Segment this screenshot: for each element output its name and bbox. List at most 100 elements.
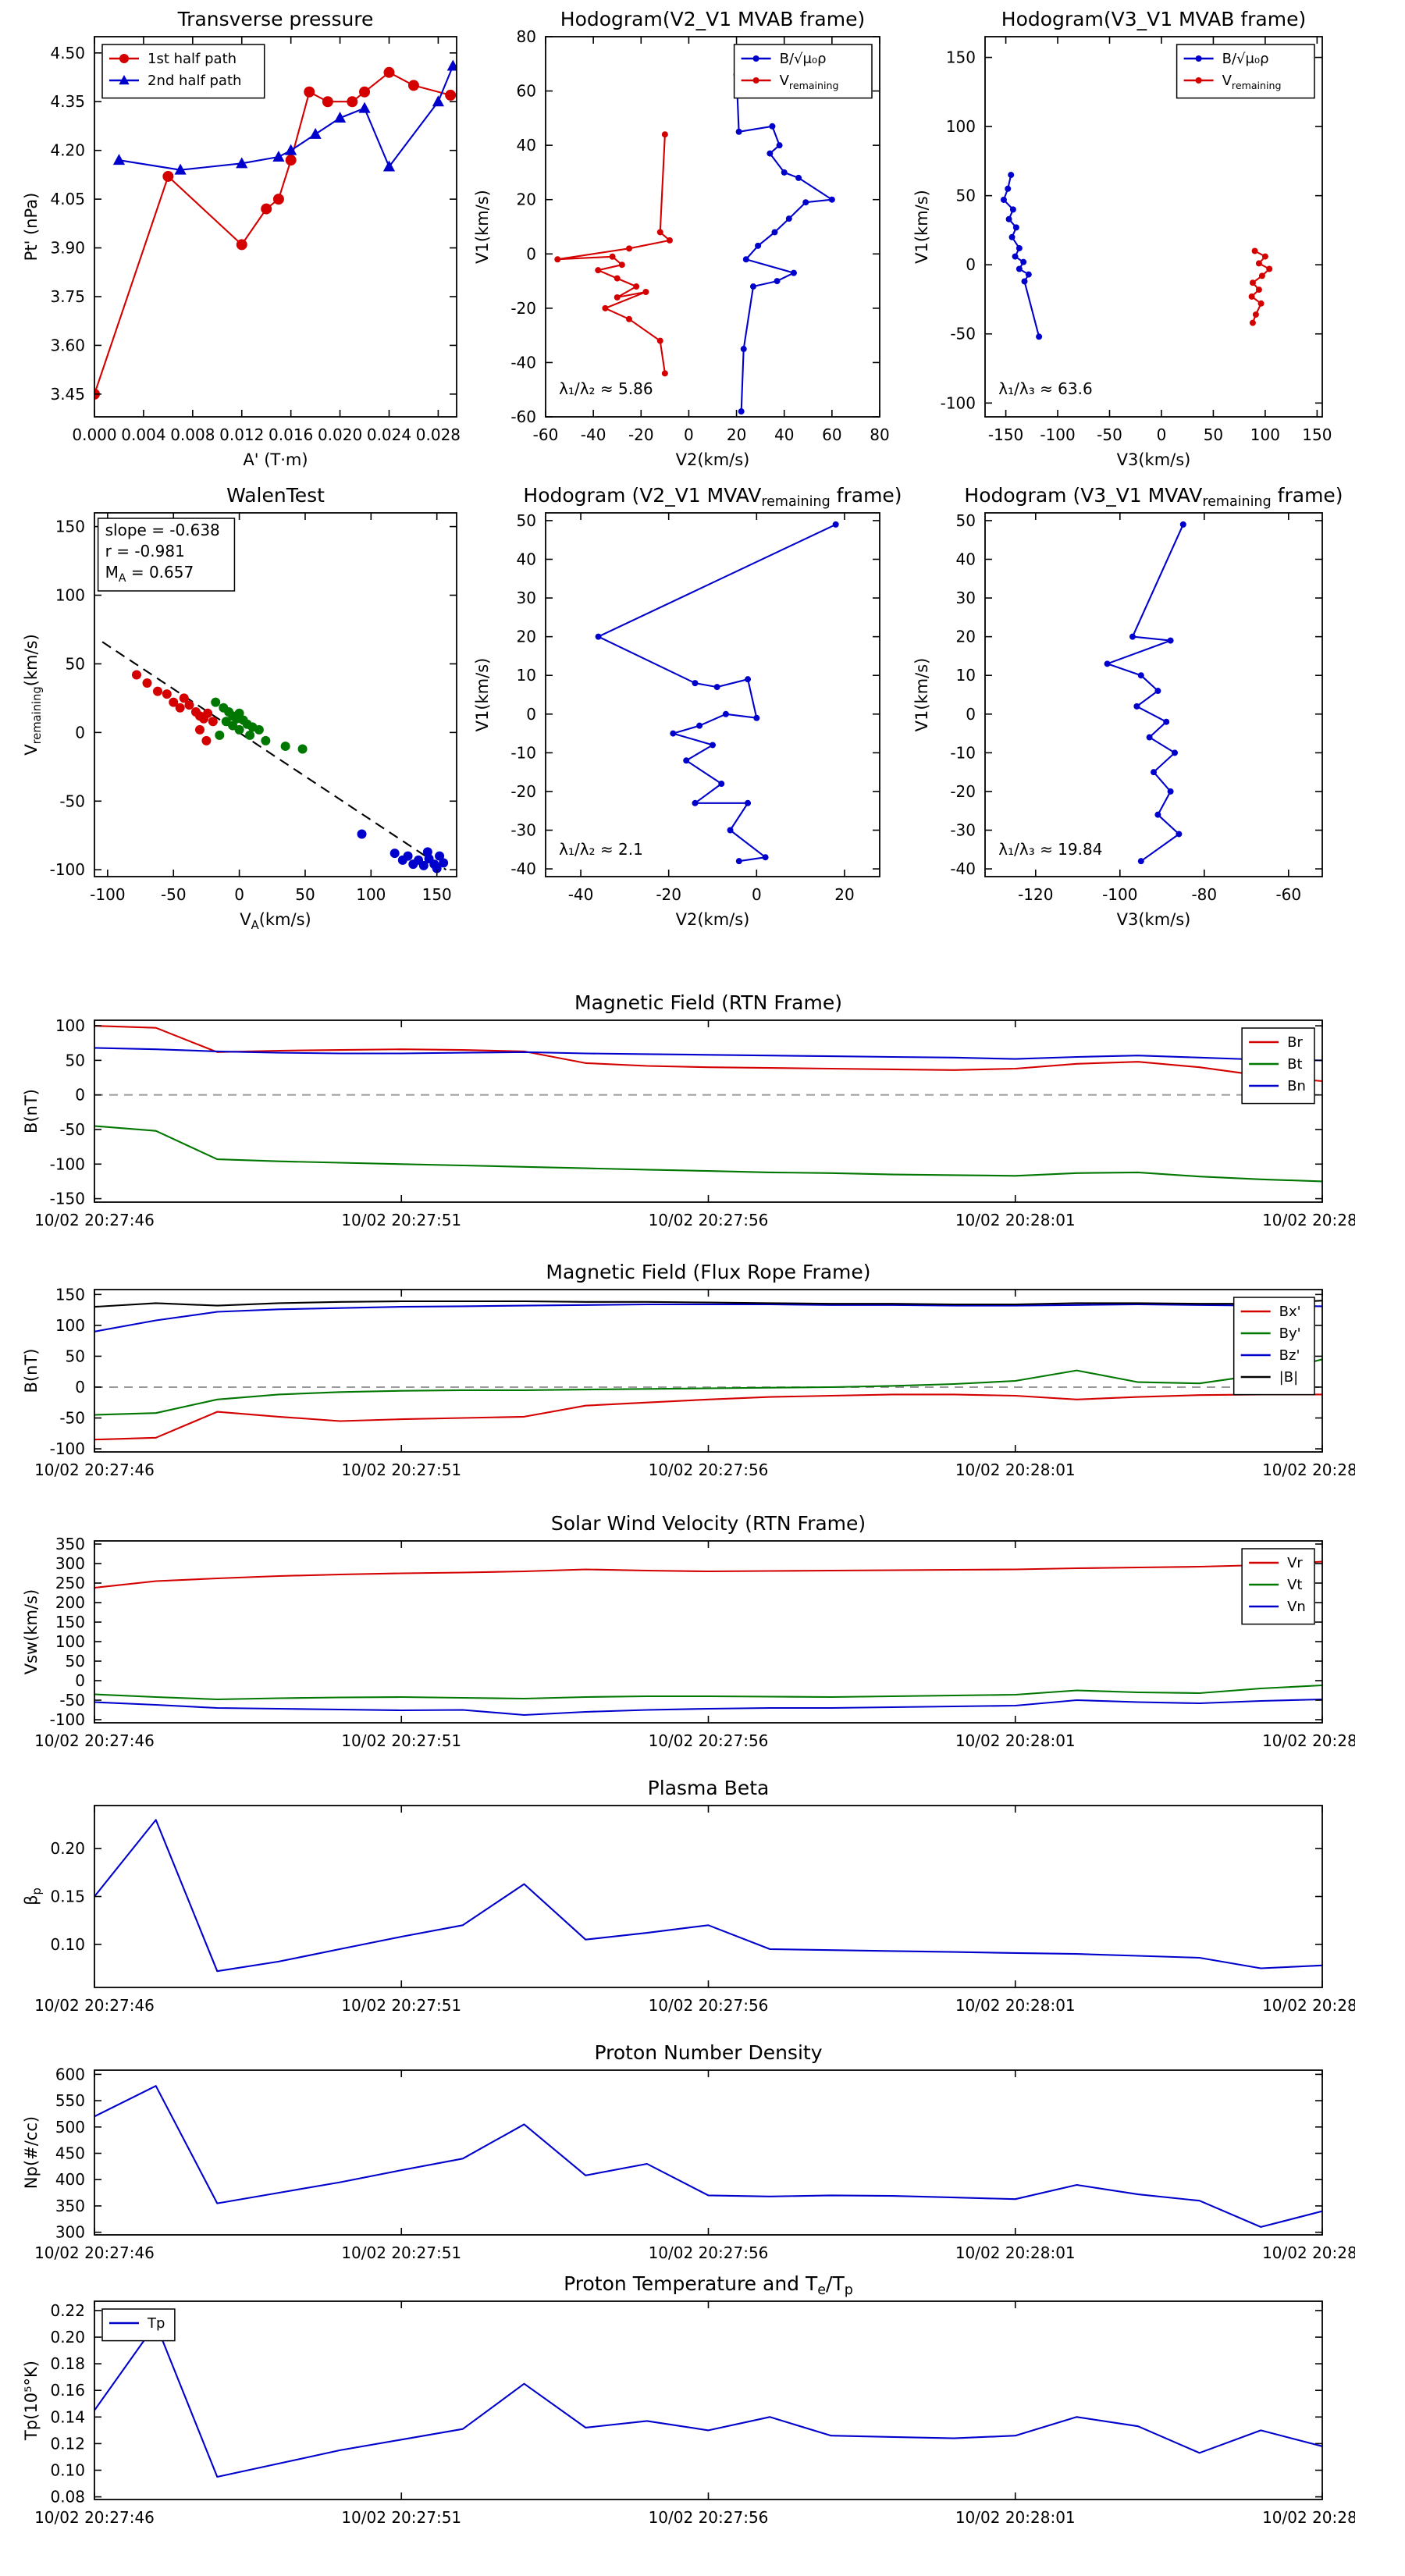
svg-text:10/02 20:27:46: 10/02 20:27:46 bbox=[34, 1461, 155, 1479]
svg-text:Bz': Bz' bbox=[1279, 1347, 1300, 1364]
chart-proton-number-density: 10/02 20:27:46 10/02 20:27:51 10/02 20:27:… bbox=[2, 2037, 1382, 2290]
svg-text:Br: Br bbox=[1287, 1034, 1303, 1051]
svg-text:V3(km/s): V3(km/s) bbox=[1117, 450, 1191, 469]
legend-box bbox=[733, 44, 873, 99]
svg-text:40: 40 bbox=[956, 550, 976, 568]
svg-text:50: 50 bbox=[66, 654, 85, 673]
chart-hodogram-v2v1-mvav: -40 -20 0 20 -40 -30 -20 -10 0 10 20 30 40 50 Hodogram… bbox=[454, 480, 912, 931]
svg-text:50: 50 bbox=[517, 511, 536, 530]
svg-text:0.016: 0.016 bbox=[269, 425, 313, 444]
svg-text:50: 50 bbox=[295, 885, 315, 904]
svg-text:-50: -50 bbox=[1097, 425, 1122, 444]
svg-text:Pt' (nPa): Pt' (nPa) bbox=[22, 193, 41, 262]
svg-text:0: 0 bbox=[1157, 425, 1167, 444]
svg-text:500: 500 bbox=[55, 2118, 85, 2137]
svg-text:0: 0 bbox=[75, 1378, 85, 1397]
svg-text:4.20: 4.20 bbox=[50, 141, 85, 160]
series-Bx-prime bbox=[94, 1393, 1322, 1441]
chart-canvas: -120 -100 -80 -60-40-30-20-1001020304050Hod… bbox=[912, 484, 1343, 929]
legend-box bbox=[1232, 1297, 1315, 1396]
svg-text:-10: -10 bbox=[510, 743, 536, 762]
svg-text:0: 0 bbox=[966, 705, 976, 724]
svg-text:10/02 20:28:06: 10/02 20:28:06 bbox=[1262, 1461, 1355, 1479]
chart-canvas: 0.000 0.004 0.008 0.012 0.016 0.020 0.024 0.028… bbox=[22, 8, 461, 469]
svg-text:600: 600 bbox=[55, 2065, 85, 2083]
svg-text:10: 10 bbox=[956, 666, 976, 685]
svg-text:-100: -100 bbox=[50, 1710, 85, 1729]
svg-text:20: 20 bbox=[517, 628, 536, 646]
svg-text:10/02 20:28:06: 10/02 20:28:06 bbox=[1262, 1996, 1355, 2015]
svg-text:0.08: 0.08 bbox=[50, 2488, 85, 2507]
svg-text:-40: -40 bbox=[950, 859, 976, 878]
svg-text:3.45: 3.45 bbox=[50, 385, 85, 404]
svg-text:150: 150 bbox=[55, 518, 85, 536]
series-Bz-prime bbox=[94, 1303, 1322, 1332]
svg-text:40: 40 bbox=[774, 425, 794, 444]
svg-text:4.05: 4.05 bbox=[50, 190, 85, 208]
svg-text:100: 100 bbox=[55, 586, 85, 605]
svg-text:20: 20 bbox=[834, 885, 854, 904]
svg-text:Proton Number Density: Proton Number Density bbox=[595, 2041, 823, 2064]
svg-text:Magnetic Field (Flux Rope Fram: Magnetic Field (Flux Rope Frame) bbox=[546, 1261, 870, 1283]
svg-text:-150: -150 bbox=[988, 425, 1023, 444]
svg-text:-100: -100 bbox=[1040, 425, 1075, 444]
svg-text:10/02 20:28:06: 10/02 20:28:06 bbox=[1262, 1731, 1355, 1750]
svg-text:10/02 20:28:01: 10/02 20:28:01 bbox=[955, 1996, 1076, 2015]
svg-text:|B|: |B| bbox=[1279, 1369, 1298, 1386]
svg-text:150: 150 bbox=[946, 48, 976, 67]
svg-text:100: 100 bbox=[55, 1316, 85, 1335]
svg-text:10/02 20:28:01: 10/02 20:28:01 bbox=[955, 1731, 1076, 1750]
chart-magnetic-field-rtn: 10/02 20:27:46 10/02 20:27:51 10/02 20:27:… bbox=[2, 987, 1382, 1257]
svg-text:300: 300 bbox=[55, 2223, 85, 2242]
chart-canvas: -60 -40 -20 0 20 40 60 80 -60 -40 -20 0 20 40 60 80 Hodo… bbox=[473, 8, 890, 469]
svg-text:10/02 20:27:46: 10/02 20:27:46 bbox=[34, 1996, 155, 2015]
legend-box bbox=[1241, 1027, 1315, 1105]
svg-text:0.22: 0.22 bbox=[50, 2301, 85, 2320]
svg-text:-60: -60 bbox=[510, 407, 536, 426]
svg-text:0.020: 0.020 bbox=[318, 425, 362, 444]
series-B-magnitude bbox=[94, 1300, 1322, 1308]
svg-text:10/02 20:27:51: 10/02 20:27:51 bbox=[341, 2508, 461, 2527]
series-Vn bbox=[94, 1698, 1322, 1717]
svg-text:Tp: Tp bbox=[147, 2315, 165, 2332]
series-Tp bbox=[94, 2322, 1322, 2478]
series-Vr bbox=[94, 1560, 1322, 1589]
svg-text:-50: -50 bbox=[59, 792, 85, 810]
svg-text:10/02 20:27:56: 10/02 20:27:56 bbox=[649, 2508, 769, 2527]
svg-text:Hodogram (V3_V1 MVAVremaining: Hodogram (V3_V1 MVAVremaining frame) bbox=[964, 484, 1343, 510]
svg-text:200: 200 bbox=[55, 1593, 85, 1612]
svg-text:10/02 20:27:46: 10/02 20:27:46 bbox=[34, 1731, 155, 1750]
axes-frame bbox=[94, 512, 457, 877]
svg-text:10/02 20:27:51: 10/02 20:27:51 bbox=[341, 2243, 461, 2262]
svg-text:0.000: 0.000 bbox=[72, 425, 116, 444]
svg-text:2nd half path: 2nd half path bbox=[148, 73, 241, 89]
svg-text:Bx': Bx' bbox=[1279, 1304, 1301, 1320]
svg-text:MA = 0.657: MA = 0.657 bbox=[105, 563, 194, 585]
axes-frame bbox=[545, 36, 880, 418]
svg-text:10/02 20:27:56: 10/02 20:27:56 bbox=[649, 1211, 769, 1229]
chart-hodogram-v3v1-mvav: -120 -100 -80 -60 -40 -30 -20 -10 0 10 20 30 40 50 Hod… bbox=[893, 480, 1355, 931]
chart-canvas: 10/02 20:27:46 10/02 20:27:51 10/02 20:27:… bbox=[22, 1261, 1382, 1479]
svg-text:-30: -30 bbox=[510, 821, 536, 840]
svg-text:0: 0 bbox=[526, 705, 536, 724]
svg-text:10/02 20:27:46: 10/02 20:27:46 bbox=[34, 2508, 155, 2527]
svg-text:By': By' bbox=[1279, 1325, 1301, 1342]
svg-text:350: 350 bbox=[55, 2197, 85, 2215]
legend-box bbox=[1176, 44, 1315, 99]
svg-text:10/02 20:28:06: 10/02 20:28:06 bbox=[1262, 2508, 1355, 2527]
svg-text:0.18: 0.18 bbox=[50, 2354, 85, 2373]
series-V-remaining bbox=[557, 134, 671, 374]
series-B-over-sqrt-mu0rho bbox=[735, 74, 833, 412]
chart-plasma-beta: 10/02 20:27:46 10/02 20:27:51 10/02 20:27:… bbox=[2, 1773, 1382, 2042]
svg-text:Vremaining(km/s): Vremaining(km/s) bbox=[22, 634, 44, 756]
svg-text:-50: -50 bbox=[161, 885, 187, 904]
svg-text:20: 20 bbox=[517, 190, 536, 209]
svg-text:4.50: 4.50 bbox=[50, 44, 85, 62]
svg-text:λ₁/λ₃ ≈ 63.6: λ₁/λ₃ ≈ 63.6 bbox=[998, 379, 1092, 398]
svg-text:Vt: Vt bbox=[1287, 1577, 1302, 1593]
svg-text:30: 30 bbox=[517, 589, 536, 607]
svg-text:50: 50 bbox=[66, 1051, 85, 1069]
svg-text:1st half path: 1st half path bbox=[148, 51, 237, 67]
svg-text:λ₁/λ₂ ≈ 5.86: λ₁/λ₂ ≈ 5.86 bbox=[559, 379, 653, 398]
